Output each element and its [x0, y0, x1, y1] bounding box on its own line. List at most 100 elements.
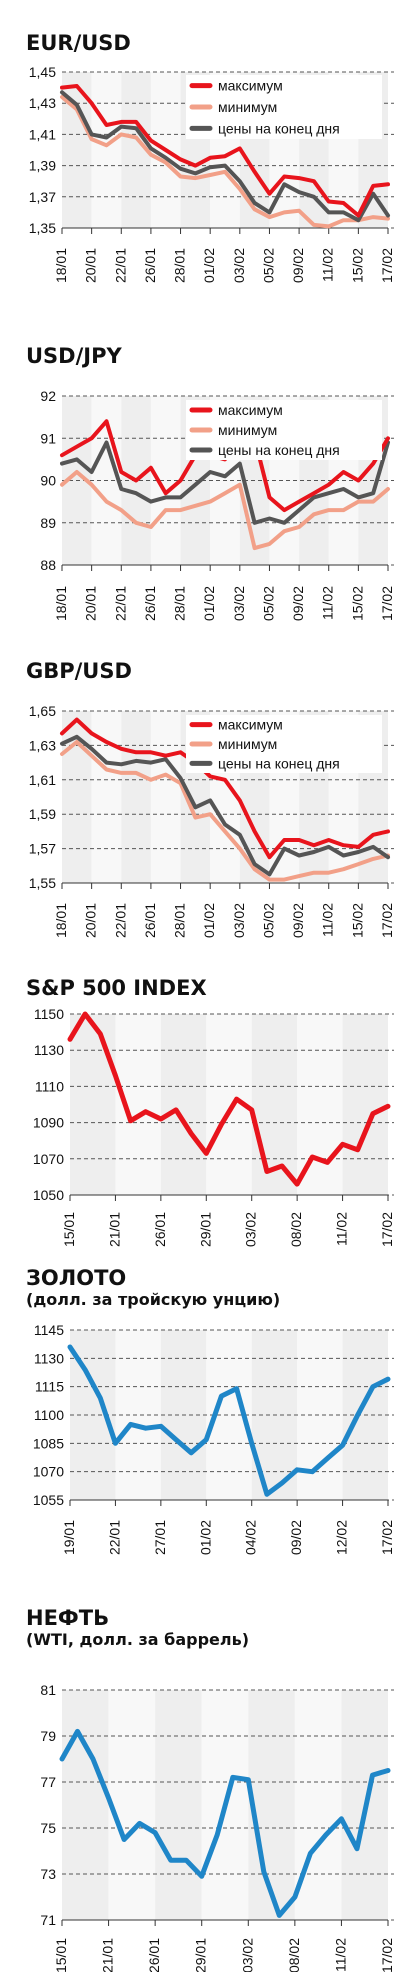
- chart-title: EUR/USD: [26, 31, 131, 55]
- chart-band: [70, 1014, 116, 1195]
- y-tick-label: 1115: [35, 1379, 64, 1395]
- series-line-1: [60, 740, 390, 882]
- y-tick-label: 1,63: [29, 737, 56, 753]
- y-tick-label: 1130: [34, 1042, 64, 1058]
- x-tick-label: 03/02: [239, 1938, 255, 1972]
- x-tick-label: 18/01: [53, 586, 69, 621]
- y-tick-label: 1090: [33, 1115, 64, 1131]
- legend-label: цены на конец дня: [218, 442, 340, 458]
- y-tick-label: 88: [40, 557, 56, 573]
- chart-canvas: 1,55 1,57 1,59 1,61 1,63 1,65 18/01 20/01 22/01 2…: [29, 703, 395, 938]
- x-tick-label: 29/01: [197, 1212, 213, 1247]
- y-tick-label: 1150: [34, 1006, 64, 1022]
- x-tick-label: 09/02: [290, 586, 306, 621]
- chart-gbp-usd: GBP/USD 1,55 1,57 1,59 1,61 1,63 1,65 18/01 20/…: [0, 655, 409, 938]
- x-tick-label: 05/02: [260, 903, 276, 938]
- x-tick-label: 28/01: [172, 586, 188, 621]
- x-tick-label: 19/01: [61, 1520, 77, 1555]
- legend-label: максимум: [218, 78, 283, 94]
- y-tick-label: 1,43: [29, 95, 56, 111]
- y-tick-label: 71: [40, 1912, 56, 1928]
- x-tick-label: 20/01: [83, 903, 99, 938]
- x-tick-label: 11/02: [320, 586, 336, 620]
- x-tick-label: 01/02: [201, 586, 217, 621]
- y-tick-label: 81: [40, 1682, 56, 1698]
- x-tick-label: 29/01: [193, 1938, 209, 1972]
- x-tick-label: 01/02: [201, 248, 217, 283]
- chart-band: [108, 1690, 156, 1920]
- x-tick-label: 22/01: [106, 1520, 122, 1555]
- chart-oil: НЕФТЬ (WTI, долл. за баррель) 71 73 75 77 79…: [0, 1598, 409, 1972]
- legend-label: максимум: [218, 402, 283, 418]
- legend-box: [186, 715, 382, 773]
- chart-band: [297, 1014, 343, 1195]
- chart-subtitle: (долл. за тройскую унцию): [26, 1290, 281, 1309]
- x-tick-label: 21/01: [100, 1938, 116, 1972]
- y-tick-label: 1070: [33, 1464, 64, 1480]
- y-tick-label: 1110: [35, 1078, 64, 1094]
- x-tick-label: 17/02: [379, 1938, 395, 1972]
- legend-label: максимум: [218, 717, 283, 733]
- chart-band: [294, 1690, 342, 1920]
- x-tick-label: 03/02: [231, 248, 247, 283]
- x-tick-label: 03/02: [231, 903, 247, 938]
- x-tick-label: 12/02: [334, 1520, 350, 1555]
- x-tick-label: 26/01: [142, 248, 158, 283]
- y-tick-label: 1050: [33, 1187, 64, 1203]
- x-tick-label: 15/01: [53, 1938, 69, 1972]
- x-tick-label: 22/01: [112, 586, 128, 621]
- x-tick-label: 11/02: [320, 248, 336, 282]
- x-tick-label: 28/01: [172, 248, 188, 283]
- y-tick-label: 91: [40, 430, 56, 446]
- y-tick-label: 1,39: [29, 158, 56, 174]
- chart-title: S&P 500 INDEX: [26, 976, 207, 1000]
- x-tick-label: 26/01: [152, 1212, 168, 1247]
- chart-subtitle: (WTI, долл. за баррель): [26, 1630, 250, 1649]
- x-tick-label: 17/02: [379, 586, 395, 621]
- y-tick-label: 92: [40, 388, 56, 404]
- chart-band: [155, 1690, 202, 1920]
- y-tick-label: 79: [40, 1728, 56, 1744]
- x-tick-label: 09/02: [290, 248, 306, 283]
- x-tick-label: 04/02: [243, 1520, 259, 1555]
- y-tick-label: 1,41: [29, 126, 56, 142]
- legend-box: [186, 400, 382, 460]
- y-tick-label: 1,45: [29, 64, 56, 80]
- series-line-1: [60, 470, 390, 551]
- y-tick-label: 1,35: [29, 220, 56, 236]
- chart-band: [160, 1014, 207, 1195]
- y-tick-label: 73: [40, 1866, 56, 1882]
- y-tick-label: 90: [40, 473, 56, 489]
- chart-canvas: 1,35 1,37 1,39 1,41 1,43 1,45 18/01 20/01 22/01 2…: [29, 64, 395, 283]
- x-tick-label: 21/01: [106, 1212, 122, 1247]
- y-tick-label: 1070: [33, 1151, 64, 1167]
- x-tick-label: 03/02: [231, 586, 247, 621]
- x-tick-label: 08/02: [286, 1938, 302, 1972]
- x-tick-label: 15/02: [349, 903, 365, 938]
- x-tick-label: 11/02: [320, 903, 336, 937]
- x-tick-label: 26/01: [142, 903, 158, 938]
- x-tick-label: 01/02: [197, 1520, 213, 1555]
- x-tick-label: 05/02: [260, 248, 276, 283]
- x-tick-label: 15/02: [349, 586, 365, 621]
- y-tick-label: 1085: [33, 1435, 64, 1451]
- y-tick-label: 1130: [34, 1350, 64, 1366]
- series-line-2: [60, 734, 390, 877]
- x-tick-label: 08/02: [288, 1212, 304, 1247]
- x-tick-label: 18/01: [53, 248, 69, 283]
- x-tick-label: 09/02: [290, 903, 306, 938]
- x-tick-label: 26/01: [142, 586, 158, 621]
- chart-band: [248, 1690, 295, 1920]
- series-line-2: [60, 90, 390, 223]
- y-tick-label: 77: [40, 1774, 56, 1790]
- series-line-0: [67, 1344, 391, 1497]
- y-tick-label: 1,65: [29, 703, 56, 719]
- chart-usd-jpy: USD/JPY 88 89 90 91 92 18/01 20/01 22/01 26/01 28…: [0, 340, 409, 621]
- x-tick-label: 03/02: [243, 1212, 259, 1247]
- chart-canvas: 1055 1070 1085 1100 1115 1130 1145 19/01 22/01 27…: [33, 1322, 395, 1555]
- x-tick-label: 20/01: [83, 248, 99, 283]
- y-tick-label: 1145: [34, 1322, 64, 1338]
- chart-band: [62, 1690, 109, 1920]
- y-tick-label: 1,59: [29, 806, 56, 822]
- x-tick-label: 15/02: [349, 248, 365, 283]
